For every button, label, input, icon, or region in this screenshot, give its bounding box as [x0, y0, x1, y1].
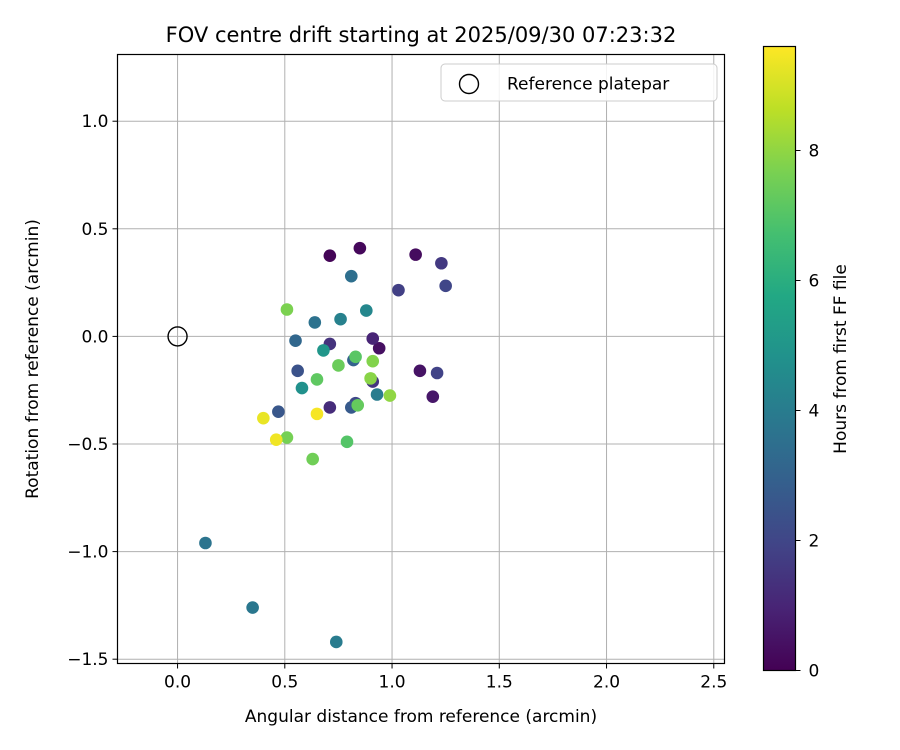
data-point — [289, 334, 302, 348]
data-point — [310, 373, 324, 386]
colorbar-tick-label: 2 — [809, 532, 820, 552]
reference-marker — [167, 326, 188, 347]
y-tick-label: 0.5 — [81, 220, 108, 240]
data-point — [409, 248, 422, 261]
data-point — [306, 452, 319, 466]
data-point — [269, 433, 283, 446]
colorbar-tick-label: 4 — [809, 402, 820, 422]
data-point — [329, 635, 343, 649]
data-point — [308, 316, 322, 329]
data-point — [199, 536, 212, 550]
colorbar-gradient — [762, 45, 797, 672]
colorbar-tick-label: 6 — [809, 272, 820, 292]
data-point — [426, 390, 440, 403]
y-tick-label: −1.0 — [67, 543, 108, 563]
x-tick-label: 0.5 — [271, 673, 298, 693]
plot-area: 0.0 0.5 1.0 1.5 2.0 2.5 −1.5 −1.0 −0.5 0.0 0.5 1.0 — [67, 53, 727, 693]
legend: Reference platepar — [440, 63, 718, 102]
data-point — [370, 388, 384, 401]
data-point — [392, 283, 405, 297]
chart-title: FOV centre drift starting at 2025/09/30 … — [166, 23, 677, 47]
data-point — [257, 411, 270, 425]
y-tick-label: −1.5 — [67, 650, 108, 670]
data-point — [360, 304, 373, 317]
x-tick-label: 2.0 — [593, 673, 620, 693]
colorbar-tick-label: 0 — [809, 662, 820, 682]
data-point — [383, 389, 397, 402]
data-point — [349, 350, 362, 364]
legend-label: Reference platepar — [507, 75, 669, 95]
data-point — [366, 332, 380, 345]
data-point — [364, 372, 377, 385]
data-point — [430, 366, 444, 380]
plot-frame — [116, 53, 726, 665]
data-point — [344, 269, 358, 283]
legend-box — [440, 63, 718, 102]
data-point — [291, 364, 304, 378]
data-point — [323, 249, 337, 263]
x-tick-label: 2.5 — [700, 673, 727, 693]
legend-marker-icon — [458, 73, 480, 95]
y-tick-label: 1.0 — [81, 112, 108, 132]
data-point — [340, 435, 354, 449]
data-point — [310, 407, 324, 421]
data-point — [323, 401, 337, 414]
axis-ticks: 0.0 0.5 1.0 1.5 2.0 2.5 −1.5 −1.0 −0.5 0.0 0.5 1.0 — [67, 112, 727, 692]
x-tick-label: 1.5 — [486, 673, 513, 693]
x-tick-label: 0.0 — [164, 673, 191, 693]
data-point — [435, 256, 448, 270]
data-point — [272, 405, 285, 419]
data-points — [199, 241, 452, 649]
x-axis-label: Angular distance from reference (arcmin) — [245, 707, 597, 727]
y-tick-label: −0.5 — [67, 435, 108, 455]
data-point — [413, 364, 427, 378]
data-point — [366, 354, 380, 368]
data-point — [246, 601, 259, 614]
data-point — [317, 344, 330, 357]
colorbar-ticks: 0 2 4 6 8 — [795, 142, 820, 682]
colorbar-tick-label: 8 — [809, 142, 820, 162]
data-point — [372, 341, 386, 355]
data-point — [334, 312, 347, 326]
data-point — [439, 279, 452, 293]
data-point — [280, 431, 294, 444]
colorbar-label: Hours from first FF file — [831, 264, 851, 454]
colorbar: 0 2 4 6 8 Hours from first FF file — [762, 45, 851, 682]
data-point — [332, 359, 345, 372]
data-point — [295, 381, 309, 395]
data-point — [351, 398, 365, 412]
y-tick-label: 0.0 — [81, 327, 108, 347]
reference-point — [167, 326, 188, 347]
x-tick-label: 1.0 — [379, 673, 406, 693]
grid — [117, 54, 725, 664]
y-axis-label: Rotation from reference (arcmin) — [23, 219, 43, 499]
data-point — [280, 303, 294, 316]
data-point — [353, 241, 367, 255]
